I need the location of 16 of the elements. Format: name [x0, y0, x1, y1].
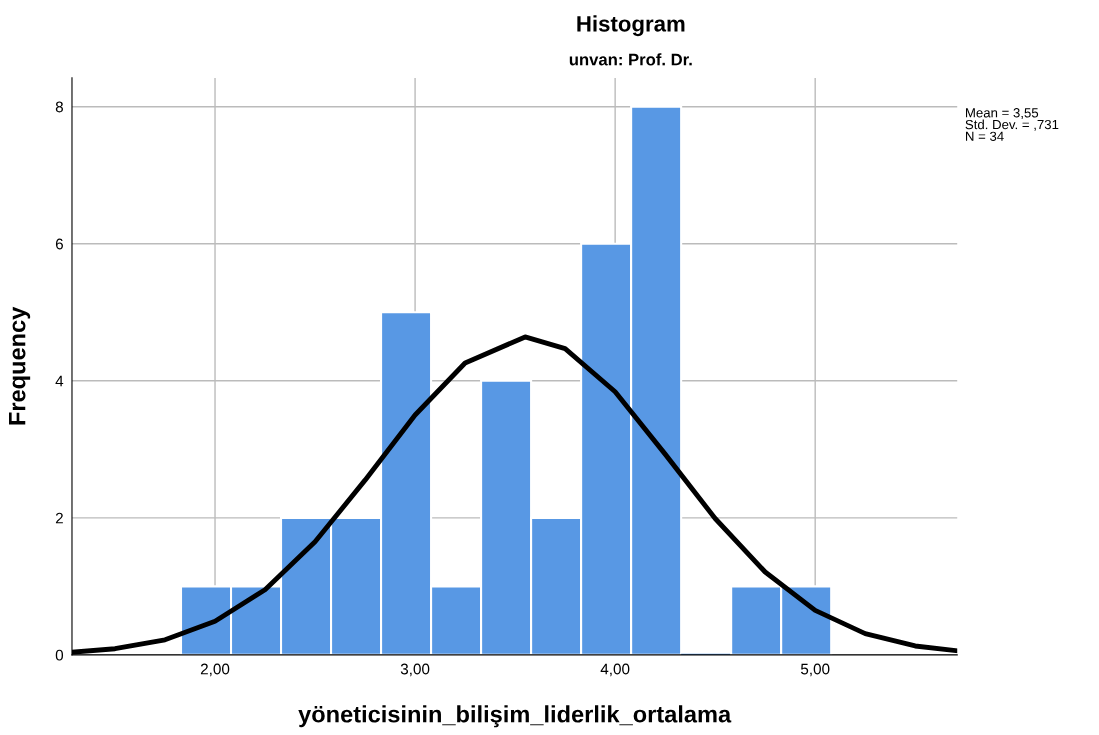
x-tick-label: 3,00	[400, 663, 430, 677]
x-tick-label: 4,00	[600, 663, 630, 677]
y-tick-label: 2	[55, 512, 63, 524]
y-axis-title: Frequency	[9, 306, 31, 425]
text: Std. Dev. = ,731	[965, 119, 1059, 131]
y-tick-label: 6	[55, 238, 63, 250]
y-tick-label: 0	[55, 649, 64, 661]
x-axis-title: yöneticisinin_bilişim_liderlik_ortalama	[298, 705, 732, 728]
y-tick-label: 4	[55, 375, 64, 387]
y-tick-label: 8	[55, 101, 63, 113]
chart-subtitle: unvan: Prof. Dr.	[569, 53, 692, 66]
chart-title: Histogram	[577, 15, 685, 37]
text: Mean = 3,55	[966, 108, 1039, 120]
x-tick-label: 2,00	[200, 663, 230, 677]
text: N = 34	[966, 131, 1004, 141]
x-tick-label: 5,00	[800, 663, 830, 677]
